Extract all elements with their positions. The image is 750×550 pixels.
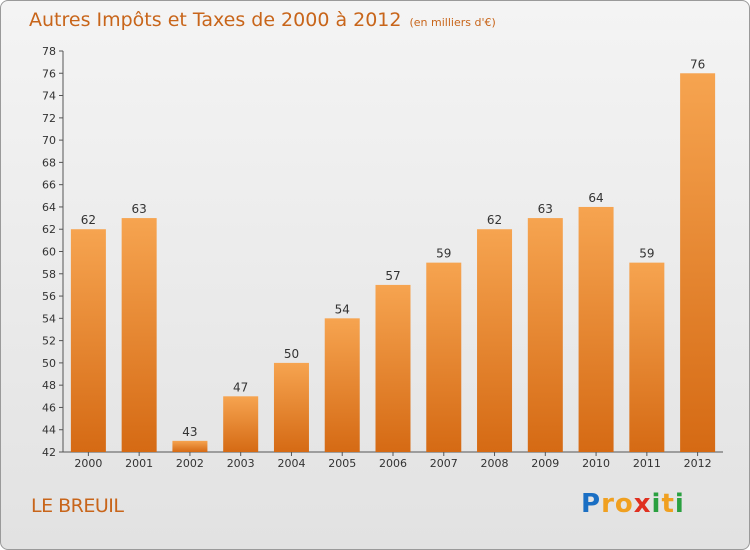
bar-2007: [426, 262, 462, 452]
y-tick-label: 56: [42, 290, 56, 303]
bar-2003: [223, 396, 259, 452]
bar-2010: [578, 206, 614, 452]
bar-2002: [172, 440, 208, 452]
logo-letter: i: [674, 489, 685, 519]
x-tick-label: 2011: [633, 457, 661, 470]
chart-title: Autres Impôts et Taxes de 2000 à 2012 (en…: [29, 9, 496, 31]
x-tick-label: 2000: [74, 457, 102, 470]
data-label-2005: 54: [335, 302, 350, 316]
data-label-2004: 50: [284, 347, 299, 361]
data-label-2010: 64: [588, 191, 603, 205]
y-tick-label: 50: [42, 357, 56, 370]
x-tick-label: 2010: [582, 457, 610, 470]
logo-letter: r: [601, 489, 615, 519]
data-label-2007: 59: [436, 247, 451, 261]
x-tick-label: 2005: [328, 457, 356, 470]
x-tick-label: 2004: [277, 457, 305, 470]
data-label-2001: 63: [132, 202, 147, 216]
y-tick-label: 64: [42, 201, 56, 214]
bar-2011: [629, 262, 665, 452]
y-tick-label: 44: [42, 424, 56, 437]
y-tick-label: 76: [42, 67, 56, 80]
y-tick-label: 54: [42, 312, 56, 325]
y-tick-label: 46: [42, 401, 56, 414]
y-tick-label: 74: [42, 90, 56, 103]
x-tick-label: 2008: [481, 457, 509, 470]
data-label-2009: 63: [538, 202, 553, 216]
bar-2006: [375, 284, 411, 452]
bar-2005: [324, 318, 360, 452]
bar-2009: [527, 218, 563, 452]
y-tick-label: 42: [42, 446, 56, 459]
x-tick-label: 2003: [227, 457, 255, 470]
y-tick-label: 70: [42, 134, 56, 147]
x-tick-label: 2002: [176, 457, 204, 470]
logo-letter: o: [614, 489, 634, 519]
chart-bars: [70, 73, 716, 453]
y-tick-label: 58: [42, 268, 56, 281]
bar-2000: [70, 229, 106, 452]
chart-data-labels: 62 63 43 47 50 54 57 59 62 63 64 59 76: [81, 57, 706, 439]
proxiti-logo: Proxiti: [581, 489, 685, 519]
logo-letter: x: [633, 489, 652, 519]
x-tick-label: 2007: [430, 457, 458, 470]
logo-letter: t: [661, 489, 675, 519]
y-tick-label: 62: [42, 223, 56, 236]
data-label-2011: 59: [639, 247, 654, 261]
y-tick-label: 60: [42, 246, 56, 259]
chart-subtitle: (en milliers d'€): [409, 16, 496, 29]
bar-2004: [273, 362, 309, 452]
x-tick-label: 2012: [684, 457, 712, 470]
y-tick-label: 78: [42, 45, 56, 58]
data-label-2006: 57: [385, 269, 400, 283]
y-tick-label: 72: [42, 112, 56, 125]
y-tick-label: 66: [42, 179, 56, 192]
bar-2012: [680, 73, 716, 453]
x-tick-label: 2009: [531, 457, 559, 470]
bar-2001: [121, 218, 157, 452]
y-tick-label: 48: [42, 379, 56, 392]
y-tick-label: 68: [42, 156, 56, 169]
bar-2008: [477, 229, 513, 452]
chart-title-text: Autres Impôts et Taxes de 2000 à 2012: [29, 9, 402, 31]
commune-name: LE BREUIL: [31, 495, 124, 517]
data-label-2008: 62: [487, 213, 502, 227]
data-label-2000: 62: [81, 213, 96, 227]
x-tick-label: 2006: [379, 457, 407, 470]
y-tick-label: 52: [42, 335, 56, 348]
logo-letter: P: [581, 489, 602, 519]
logo-letter: i: [651, 489, 662, 519]
data-label-2012: 76: [690, 57, 705, 71]
data-label-2002: 43: [182, 425, 197, 439]
data-label-2003: 47: [233, 380, 248, 394]
x-tick-label: 2001: [125, 457, 153, 470]
